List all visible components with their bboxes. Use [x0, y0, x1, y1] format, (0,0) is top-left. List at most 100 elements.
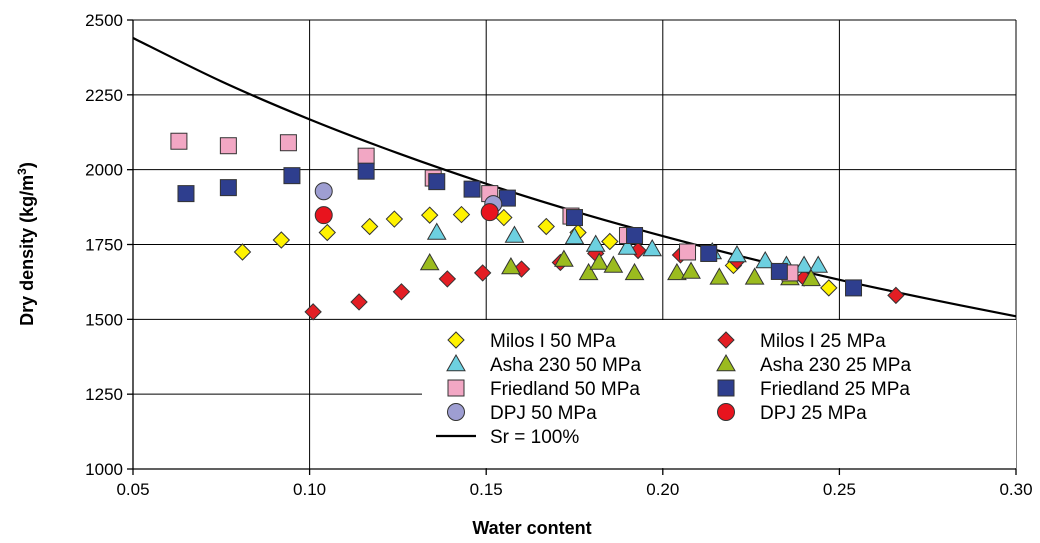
legend-swatch-dpj-50-mpa — [447, 403, 465, 421]
saturation-curve — [132, 36, 1017, 318]
y-axis-title-main: Dry density (kg/m — [17, 175, 37, 326]
data-point — [219, 137, 237, 155]
legend-label: Milos I 50 MPa — [490, 331, 616, 352]
data-point — [755, 250, 776, 269]
data-point — [233, 243, 252, 261]
data-point — [283, 167, 301, 185]
legend-label: Friedland 25 MPa — [760, 379, 910, 400]
y-tick-label: 1500 — [85, 310, 123, 329]
legend-label: Asha 230 25 MPa — [760, 355, 911, 376]
data-point — [219, 179, 237, 197]
series-dpj-25-mpa — [314, 203, 499, 225]
data-point — [385, 210, 404, 228]
y-tick-label: 2000 — [85, 161, 123, 180]
data-point — [463, 180, 481, 198]
data-point — [438, 270, 457, 288]
data-point — [794, 255, 814, 273]
data-point — [501, 256, 521, 275]
legend-swatch-asha-230-25-mpa — [716, 353, 736, 372]
data-point — [709, 267, 730, 285]
data-point — [887, 286, 905, 305]
data-point — [681, 261, 701, 279]
legend-label: DPJ 50 MPa — [490, 403, 597, 424]
data-point — [601, 232, 619, 251]
y-tick-labels: 1000 1250 1500 1750 2000 2250 2500 — [85, 11, 123, 479]
data-point — [566, 209, 583, 227]
tick-marks — [127, 19, 1017, 475]
legend-label: Friedland 50 MPa — [490, 379, 640, 400]
y-axis-title: Dry density (kg/m3) — [15, 162, 37, 326]
data-point — [770, 262, 788, 280]
data-point — [667, 262, 687, 281]
data-point — [357, 147, 375, 165]
data-point — [642, 238, 663, 257]
data-point — [727, 244, 747, 263]
x-tick-label: 0.15 — [470, 480, 503, 499]
x-tick-label: 0.05 — [116, 480, 149, 499]
legend-swatch-milos-i-25-mpa — [717, 331, 735, 349]
legend-swatch-asha-230-50-mpa — [446, 353, 466, 372]
data-point — [585, 234, 606, 252]
data-point — [420, 206, 439, 224]
legend-swatch-friedland-25-mpa — [717, 379, 735, 397]
data-point — [801, 268, 822, 287]
series-friedland-25-mpa — [177, 162, 863, 297]
data-point — [279, 134, 297, 152]
data-point — [360, 217, 379, 236]
data-point — [845, 279, 863, 297]
legend-label: Sr = 100% — [490, 427, 579, 448]
data-point — [170, 132, 188, 150]
data-point — [679, 243, 697, 261]
legend-label: Asha 230 50 MPa — [490, 355, 641, 376]
data-point — [808, 255, 829, 273]
data-point — [564, 227, 585, 245]
data-points — [170, 132, 905, 321]
data-point — [177, 185, 195, 203]
data-point — [452, 205, 471, 224]
data-point — [504, 225, 525, 243]
legend: Milos I 50 MPa Asha 230 50 MPa Friedland 5… — [422, 320, 1016, 468]
data-point — [272, 231, 291, 249]
y-tick-label: 2250 — [85, 86, 123, 105]
x-tick-labels: 0.05 0.10 0.15 0.20 0.25 0.30 — [116, 480, 1032, 499]
data-point — [700, 244, 718, 262]
legend-label: Milos I 25 MPa — [760, 331, 886, 352]
legend-label: DPJ 25 MPa — [760, 403, 867, 424]
data-point — [589, 252, 610, 270]
data-point — [603, 255, 624, 273]
y-tick-label: 1250 — [85, 385, 123, 404]
series-line-sr-100 — [132, 36, 1017, 318]
x-tick-label: 0.20 — [646, 480, 679, 499]
y-tick-label: 2500 — [85, 11, 123, 30]
legend-swatch-milos-i-50-mpa — [447, 331, 465, 349]
data-point — [624, 262, 645, 281]
data-point — [626, 227, 644, 245]
data-point — [537, 217, 555, 236]
data-point — [314, 206, 333, 225]
data-point — [495, 208, 513, 227]
data-point — [350, 293, 368, 311]
data-point — [744, 267, 765, 285]
data-point — [426, 222, 447, 240]
series-asha-230-50-mpa — [426, 222, 829, 273]
legend-swatch-dpj-25-mpa — [717, 403, 735, 421]
data-point — [314, 182, 333, 201]
data-point — [473, 264, 492, 282]
x-axis-title: Water content — [472, 518, 591, 538]
data-point — [318, 223, 336, 242]
data-point — [480, 203, 499, 222]
y-tick-label: 1750 — [85, 236, 123, 255]
y-axis-title-superscript: 3 — [15, 168, 29, 175]
data-point — [428, 173, 446, 191]
legend-swatch-friedland-50-mpa — [447, 379, 465, 397]
y-tick-label: 1000 — [85, 460, 123, 479]
x-tick-label: 0.10 — [293, 480, 326, 499]
x-tick-label: 0.30 — [999, 480, 1032, 499]
data-point — [820, 279, 838, 297]
data-point — [617, 237, 638, 255]
data-point — [554, 249, 574, 267]
data-point — [304, 303, 322, 321]
y-axis-title-close: ) — [17, 162, 37, 168]
x-tick-label: 0.25 — [823, 480, 856, 499]
